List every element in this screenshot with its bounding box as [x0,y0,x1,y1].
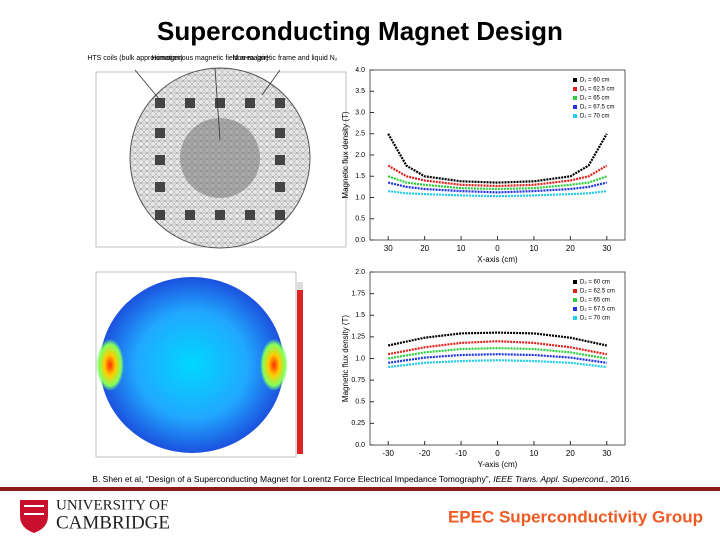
y-tick-label: 0.0 [355,237,365,244]
coil-squares [155,98,285,220]
y-tick-label: 1.0 [355,355,365,362]
heatmap-hotspot [96,339,124,391]
heatmap-hotspot [260,339,288,391]
y-tick-label: 0.75 [351,377,365,384]
y-tick-label: 3.5 [355,88,365,95]
x-tick-label: 20 [566,449,575,458]
slide-title: Superconducting Magnet Design [157,16,563,46]
y-tick-label: 0.5 [355,399,365,406]
y-tick-label: 3.0 [355,109,365,116]
colorbar-top [297,282,303,290]
university-line2: CAMBRIDGE [56,512,170,533]
legend-label: D₁ = 65 cm [580,96,610,102]
colorbar [297,282,303,454]
x-axis-label: Y-axis (cm) [478,460,518,469]
x-tick-label: -30 [382,449,394,458]
footer-rule [0,487,720,491]
y-tick-label: 1.5 [355,173,365,180]
y-tick-label: 4.0 [355,67,365,74]
series-line [387,181,608,194]
y-tick-label: 0.5 [355,216,365,223]
y-tick-label: 1.25 [351,334,365,341]
y-tick-label: 1.0 [355,194,365,201]
mesh-label: Homogenous magnetic field area (air) [151,55,268,62]
x-tick-label: 10 [529,449,538,458]
series-line [388,190,607,198]
x-tick-label: 30 [384,244,393,253]
series-line [387,331,608,347]
x-axis-label: X-axis (cm) [477,255,518,264]
y-tick-label: 1.75 [351,290,365,297]
y-tick-label: 0.25 [351,420,365,427]
legend-marker [573,114,577,118]
legend-marker [573,280,577,284]
y-tick-label: 2.0 [355,269,365,276]
callout-lines [134,67,281,141]
x-tick-label: -10 [455,449,467,458]
legend-label: D₂ = 65 cm [580,298,610,304]
x-tick-label: 30 [602,449,611,458]
heatmap-disk [100,277,284,453]
x-tick-label: 0 [495,449,500,458]
x-tick-label: 10 [457,244,466,253]
x-tick-label: -20 [419,449,431,458]
legend-label: D₁ = 67.5 cm [580,105,615,111]
y-axis-label: Magnetic flux density (T) [341,315,350,402]
x-tick-label: 20 [420,244,429,253]
series-line [387,175,608,191]
legend-label: D₂ = 62.5 cm [580,289,615,295]
legend-label: D₁ = 60 cm [580,78,610,84]
y-axis-label: Magnetic flux density (T) [341,111,350,198]
series-line [387,164,608,188]
citation: B. Shen et al, “Design of a Superconduct… [92,474,631,484]
x-tick-label: 0 [495,244,500,253]
citation-year: , 2016. [606,474,632,484]
mesh-label: Non-magnetic frame and liquid N₂ [232,55,337,62]
y-tick-label: 1.5 [355,312,365,319]
group-name: EPEC Superconductivity Group [448,507,703,526]
y-tick-label: 0.0 [355,442,365,449]
x-tick-label: 30 [602,244,611,253]
y-tick-label: 2.5 [355,131,365,138]
legend-marker [573,105,577,109]
legend-marker [573,316,577,320]
y-tick-label: 2.0 [355,152,365,159]
series-line [388,353,607,364]
cambridge-crest [20,500,48,533]
series-line [387,133,608,184]
legend-marker [573,78,577,82]
legend-label: D₂ = 70 cm [580,316,610,322]
mesh-core [180,118,260,198]
legend-marker [573,87,577,91]
citation-journal: IEEE Trans. Appl. Supercond. [493,474,605,484]
legend-label: D₁ = 70 cm [580,114,610,120]
legend-marker [573,96,577,100]
legend-marker [573,307,577,311]
series-line [387,340,608,356]
x-tick-label: 10 [529,244,538,253]
mesh-label: HTS coils (bulk approximation) [87,55,182,62]
series-line [388,346,607,360]
legend-marker [573,289,577,293]
legend-label: D₂ = 60 cm [580,280,610,286]
legend-marker [573,298,577,302]
citation-authors: B. Shen et al, “Design of a Superconduct… [92,474,493,484]
legend-label: D₂ = 67.5 cm [580,307,615,313]
university-line1: UNIVERSITY OF [56,497,168,513]
legend-label: D₁ = 62.5 cm [580,87,615,93]
x-tick-label: 20 [566,244,575,253]
series-line [388,359,607,369]
